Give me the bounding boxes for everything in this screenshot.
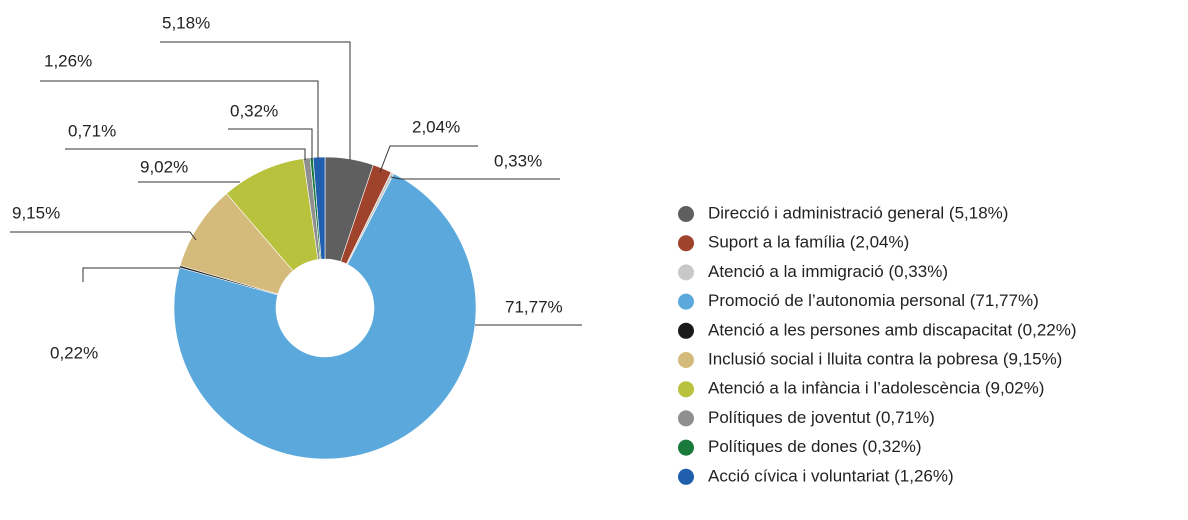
legend-label: Promoció de l’autonomia personal (71,77%… (708, 291, 1039, 310)
legend-marker (678, 293, 694, 310)
data-label: 9,02% (140, 157, 188, 176)
donut-slice (312, 156, 326, 260)
legend-label: Atenció a les persones amb discapacitat … (708, 320, 1077, 339)
data-label: 9,15% (12, 203, 60, 222)
legend-marker (678, 439, 694, 456)
legend-marker (678, 264, 694, 281)
leader-line (82, 267, 180, 282)
data-label: 71,77% (505, 297, 563, 316)
legend-marker (678, 410, 694, 427)
leader-line (379, 145, 478, 173)
leader-line (10, 231, 197, 241)
legend-label: Acció cívica i voluntariat (1,26%) (708, 466, 954, 485)
leader-line (390, 176, 560, 180)
legend-marker (678, 235, 694, 252)
legend-marker (678, 381, 694, 398)
data-label: 1,26% (44, 51, 92, 70)
legend-label: Atenció a la immigració (0,33%) (708, 262, 948, 281)
legend-label: Direcció i administració general (5,18%) (708, 203, 1008, 222)
leader-line (65, 148, 306, 160)
legend-marker (678, 322, 694, 339)
donut-slice (173, 173, 477, 460)
legend-label: Atenció a la infància i l’adolescència (… (708, 379, 1044, 398)
leader-line (228, 128, 313, 160)
data-label: 2,04% (412, 117, 460, 136)
legend-label: Inclusió social i lluita contra la pobre… (708, 349, 1062, 368)
legend-label: Suport a la família (2,04%) (708, 233, 909, 252)
data-label: 0,33% (494, 151, 542, 170)
data-label: 0,71% (68, 121, 116, 140)
data-label: 0,22% (50, 343, 98, 362)
legend-marker (678, 352, 694, 368)
legend-marker (678, 468, 694, 485)
leader-line (160, 41, 351, 160)
legend-label: Polítiques de dones (0,32%) (708, 437, 922, 456)
legend-label: Polítiques de joventut (0,71%) (708, 408, 935, 427)
legend-marker (678, 206, 694, 222)
data-label: 0,32% (230, 101, 278, 120)
data-label: 5,18% (162, 13, 210, 32)
leader-line (40, 80, 319, 158)
